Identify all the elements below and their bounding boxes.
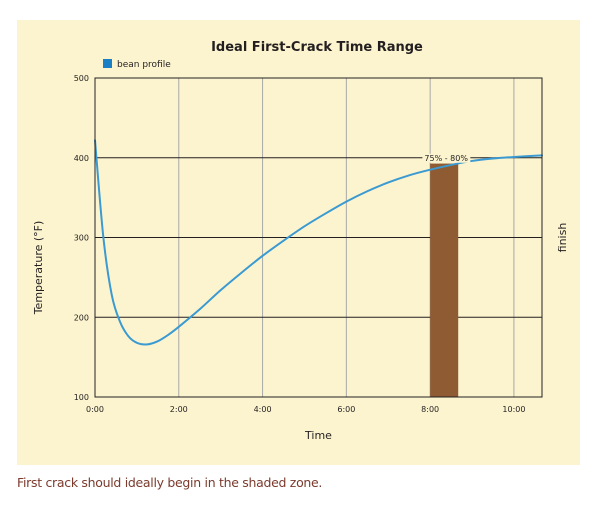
series-line-bean-profile (94, 139, 543, 346)
x-axis-label: Time (304, 429, 332, 442)
x-tick-label-5: 10:00 (502, 405, 525, 414)
x-tick-label-1: 2:00 (170, 405, 188, 414)
x-tick-label-4: 8:00 (421, 405, 439, 414)
plot-frame (94, 77, 543, 398)
shaded-zone (430, 163, 459, 397)
shaded-zone-label: 75% - 80% (424, 154, 468, 163)
grid (94, 77, 542, 398)
y-axis-label: Temperature (°F) (32, 221, 45, 316)
y-tick-labels: 100 200 300 400 500 (74, 74, 89, 402)
y-tick-label-1: 200 (74, 313, 89, 322)
caption: First crack should ideally begin in the … (17, 475, 323, 490)
x-tick-labels: 0:00 2:00 4:00 6:00 8:00 10:00 (86, 405, 525, 414)
chart-svg: Ideal First-Crack Time Range bean profil… (32, 40, 569, 442)
shaded-zone-label-bg (422, 153, 471, 163)
legend-swatch (103, 59, 112, 68)
legend-label: bean profile (117, 60, 171, 70)
y-tick-label-2: 300 (74, 234, 89, 243)
right-axis-label: finish (556, 223, 569, 253)
x-tick-label-2: 4:00 (254, 405, 272, 414)
y-tick-label-3: 400 (74, 154, 89, 163)
chart-panel: Ideal First-Crack Time Range bean profil… (17, 20, 580, 465)
x-tick-label-0: 0:00 (86, 405, 104, 414)
chart-title: Ideal First-Crack Time Range (211, 40, 423, 55)
x-tick-label-3: 6:00 (337, 405, 355, 414)
y-tick-label-0: 100 (74, 393, 89, 402)
y-tick-label-4: 500 (74, 74, 89, 83)
